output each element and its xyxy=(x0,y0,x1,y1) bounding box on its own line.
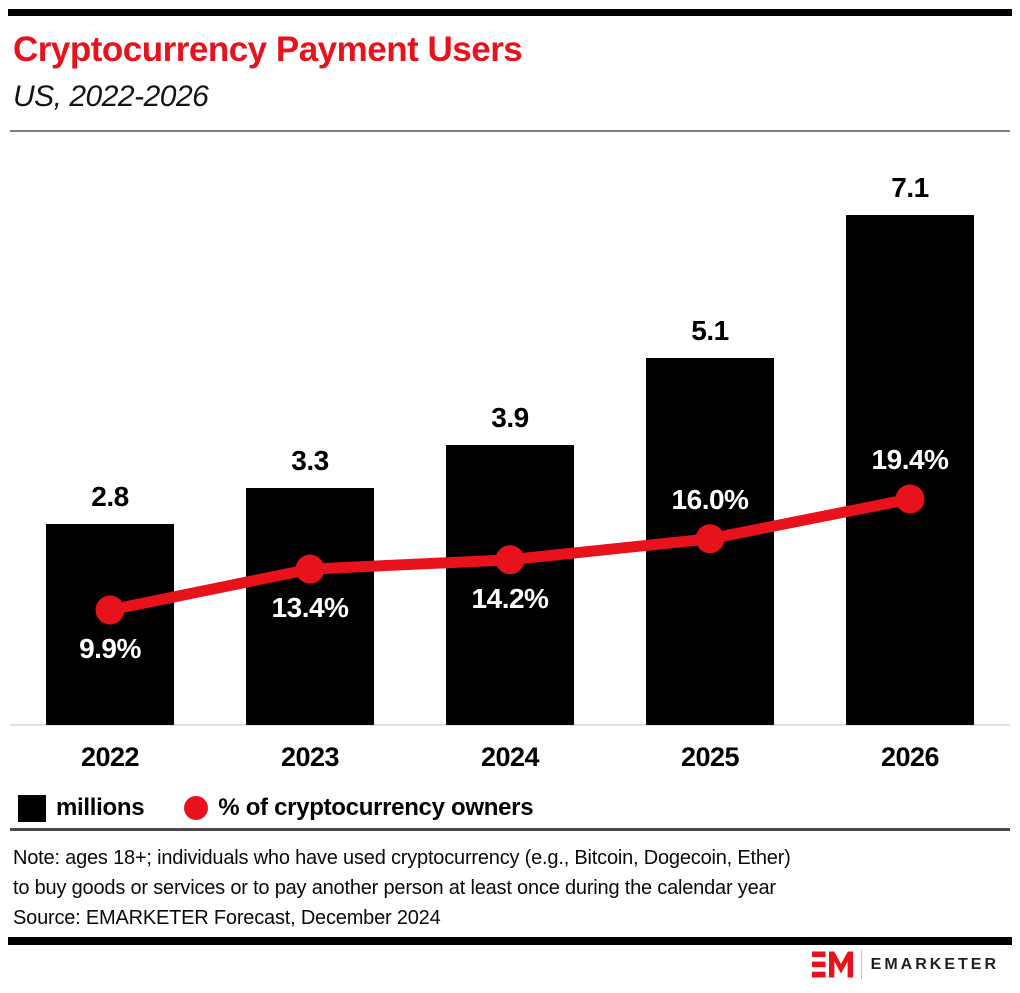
percent-label-2024: 14.2% xyxy=(471,582,549,614)
x-axis-label-2024: 2024 xyxy=(480,742,540,772)
bar-value-label-2026: 7.1 xyxy=(891,171,929,203)
percent-label-2023: 13.4% xyxy=(271,592,349,624)
chart-notes: Note: ages 18+; individuals who have use… xyxy=(0,843,1020,933)
bar-2026 xyxy=(846,214,974,725)
percent-label-2026: 19.4% xyxy=(871,444,949,476)
line-point-2023 xyxy=(295,554,325,584)
footer-accent-bar xyxy=(8,937,1012,945)
line-point-2022 xyxy=(95,595,125,625)
footer-brand-text: EMARKETER xyxy=(870,955,999,973)
percent-label-2025: 16.0% xyxy=(671,483,749,515)
percent-label-2022: 9.9% xyxy=(79,633,141,664)
legend-swatch-percent-owners xyxy=(184,796,209,820)
x-axis-baseline xyxy=(10,724,1010,726)
footer: EMARKETER xyxy=(0,945,1020,984)
header-divider xyxy=(10,130,1010,132)
x-axis-label-2025: 2025 xyxy=(680,742,740,772)
line-point-2025 xyxy=(695,524,725,554)
line-point-2026 xyxy=(895,484,925,514)
bar-value-label-2022: 2.8 xyxy=(91,480,129,512)
bar-2023 xyxy=(246,487,374,725)
line-point-2024 xyxy=(495,545,525,575)
top-accent-bar xyxy=(8,9,1012,16)
legend-label-percent-owners: % of cryptocurrency owners xyxy=(218,794,534,821)
legend-swatch-millions xyxy=(18,794,46,822)
x-axis-label-2026: 2026 xyxy=(880,742,940,772)
bar-value-label-2024: 3.9 xyxy=(491,401,529,433)
x-axis-label-2022: 2022 xyxy=(80,742,140,772)
bar-value-label-2023: 3.3 xyxy=(291,444,329,476)
chart-page: { "chart_data": { "type": "bar+line", "t… xyxy=(0,9,1020,993)
footer-logo-divider xyxy=(860,950,862,979)
percent-owners-line-series xyxy=(95,484,925,625)
chart-header: Cryptocurrency Payment Users US, 2022-20… xyxy=(0,30,1020,114)
page-title: Cryptocurrency Payment Users xyxy=(13,30,523,69)
note-line-2: to buy goods or services or to pay anoth… xyxy=(13,877,776,899)
source-line: Source: EMARKETER Forecast, December 202… xyxy=(13,907,441,929)
combo-chart-plot-area: 2.8 2022 3.3 2023 3.9 2024 5.1 2025 7.1 2026 9.9% 1… xyxy=(0,132,1020,791)
note-line-1: Note: ages 18+; individuals who have use… xyxy=(13,847,791,869)
notes-divider xyxy=(10,828,1010,831)
chart-legend: millions % of cryptocurrency owners xyxy=(0,794,1020,822)
legend-label-millions: millions xyxy=(56,794,145,821)
page-subtitle: US, 2022-2026 xyxy=(13,80,209,113)
bar-2024 xyxy=(446,444,574,725)
emarketer-em-logo-icon xyxy=(811,951,853,978)
x-axis-label-2023: 2023 xyxy=(280,742,340,772)
bar-value-label-2025: 5.1 xyxy=(691,315,729,347)
